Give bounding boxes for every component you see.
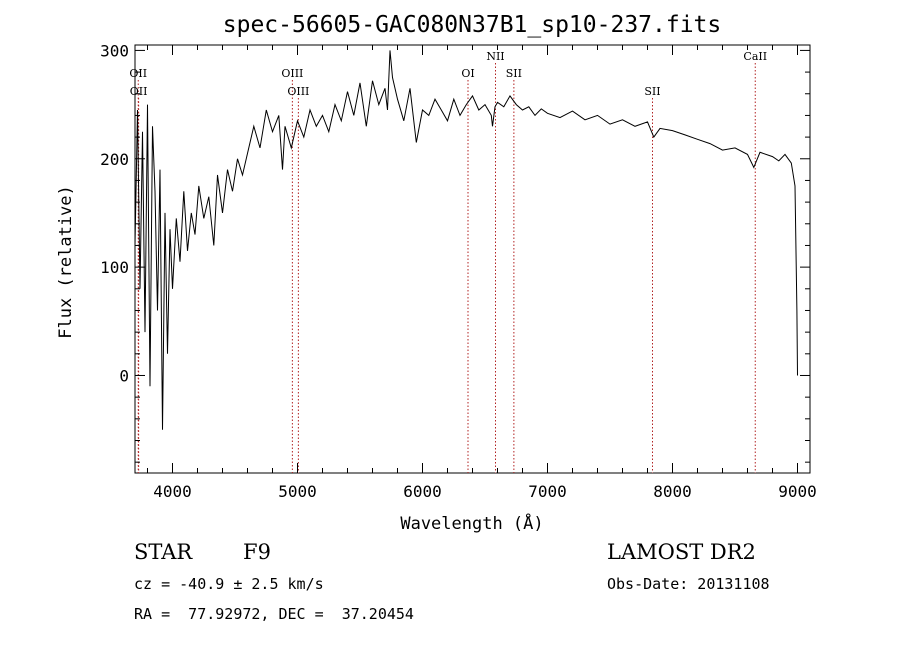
y-tick-label: 200 (100, 150, 129, 169)
line-marker-label: OIII (287, 85, 309, 98)
line-marker-label: SII (644, 85, 660, 98)
line-marker-label: OII (130, 85, 148, 98)
survey-label: LAMOST DR2 (607, 540, 756, 564)
observation-date: Obs-Date: 20131108 (607, 575, 770, 593)
x-tick-label: 8000 (653, 482, 692, 501)
spectrum-line (134, 50, 798, 430)
sky-coordinates: RA = 77.92972, DEC = 37.20454 (134, 605, 414, 623)
axis-ticks: 4000 5000 6000 7000 8000 9000 0 100 200 300 (100, 41, 817, 501)
x-tick-label: 9000 (778, 482, 817, 501)
x-axis-label: Wavelength (Å) (400, 512, 543, 534)
y-tick-label: 300 (100, 41, 129, 60)
line-marker-label: OII (129, 67, 147, 80)
object-class: STAR (134, 540, 193, 564)
line-marker-label: NII (486, 50, 504, 63)
object-subclass: F9 (243, 540, 271, 564)
plot-frame (134, 44, 811, 474)
line-marker-label: OIII (281, 67, 303, 80)
line-marker-label: SII (506, 67, 522, 80)
x-tick-label: 6000 (403, 482, 442, 501)
x-tick-label: 7000 (528, 482, 567, 501)
line-marker-label: CaII (743, 50, 767, 63)
y-tick-label: 100 (100, 258, 129, 277)
x-tick-label: 5000 (278, 482, 317, 501)
chart-title: spec-56605-GAC080N37B1_sp10-237.fits (223, 12, 722, 38)
redshift-velocity: cz = -40.9 ± 2.5 km/s (134, 575, 324, 593)
y-axis-label: Flux (relative) (56, 185, 76, 339)
line-marker-label: OI (461, 67, 474, 80)
y-tick-label: 0 (119, 366, 129, 385)
x-tick-label: 4000 (153, 482, 192, 501)
